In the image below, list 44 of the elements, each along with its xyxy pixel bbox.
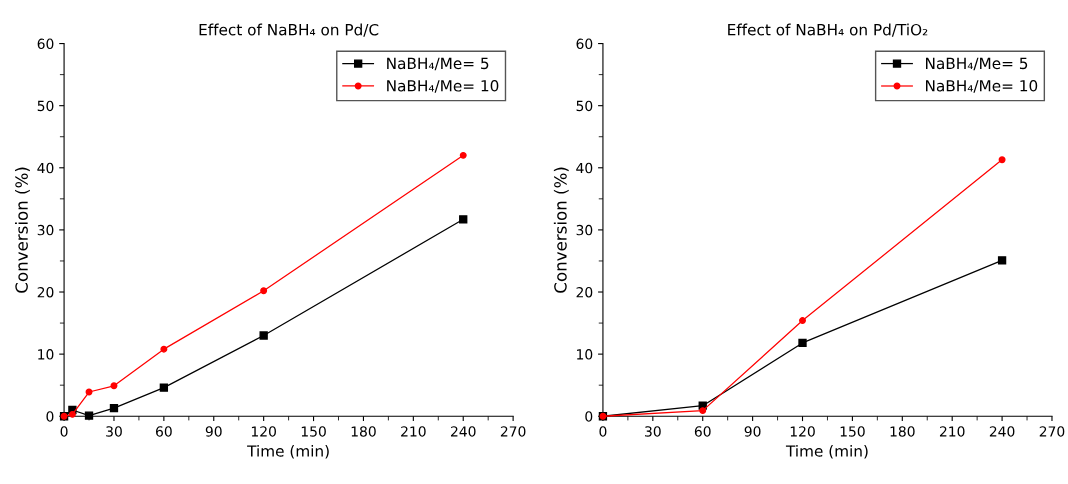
- y-axis-title: Conversion (%): [15, 167, 30, 293]
- x-tick-label: 180: [890, 426, 915, 437]
- y-tick-label: 50: [37, 100, 54, 112]
- x-tick-label: 60: [156, 426, 172, 437]
- x-tick-label: 180: [351, 426, 376, 437]
- x-axis-title: Time (min): [785, 444, 868, 459]
- y-tick-label: 0: [46, 411, 54, 422]
- x-tick-label: 0: [599, 426, 607, 437]
- x-tick-label: 150: [301, 426, 326, 437]
- x-tick-label: 270: [1039, 426, 1065, 437]
- y-tick-label: 0: [585, 411, 593, 422]
- y-tick-label: 40: [576, 162, 593, 174]
- y-axis-title: Conversion (%): [553, 167, 569, 293]
- y-tick-label: 30: [576, 224, 593, 236]
- x-axis-title: Time (min): [247, 444, 329, 459]
- x-tick-label: 210: [939, 426, 965, 437]
- y-tick-label: 10: [38, 349, 54, 360]
- x-tick-label: 120: [790, 426, 815, 437]
- legend-label: NaBH₄/Me= 10: [387, 80, 499, 93]
- y-tick-label: 30: [37, 224, 54, 236]
- x-tick-label: 120: [251, 426, 276, 437]
- y-tick-label: 20: [576, 286, 593, 298]
- chart-title: Effect of NaBH₄ on Pd/TiO₂: [728, 23, 928, 37]
- legend-label: NaBH₄/Me= 5: [926, 57, 1028, 71]
- x-tick-label: 30: [106, 426, 122, 437]
- x-tick-label: 0: [60, 426, 68, 437]
- legend-label: NaBH₄/Me= 5: [387, 57, 489, 71]
- y-tick-label: 10: [577, 349, 593, 360]
- x-tick-label: 240: [450, 426, 476, 437]
- chart-title: Effect of NaBH₄ on Pd/C: [199, 23, 379, 37]
- y-tick-label: 40: [37, 162, 54, 174]
- y-tick-label: 60: [576, 38, 593, 50]
- x-tick-label: 30: [645, 426, 661, 437]
- x-tick-label: 240: [989, 426, 1015, 437]
- x-tick-label: 150: [840, 426, 865, 437]
- x-tick-label: 90: [744, 426, 761, 437]
- y-tick-label: 20: [37, 286, 54, 298]
- y-tick-label: 60: [37, 38, 54, 50]
- y-tick-label: 50: [576, 100, 593, 112]
- x-tick-label: 90: [205, 426, 222, 437]
- x-tick-label: 60: [694, 426, 711, 437]
- legend-label: NaBH₄/Me= 10: [926, 80, 1038, 93]
- x-tick-label: 210: [401, 426, 426, 437]
- x-tick-label: 270: [500, 426, 526, 437]
